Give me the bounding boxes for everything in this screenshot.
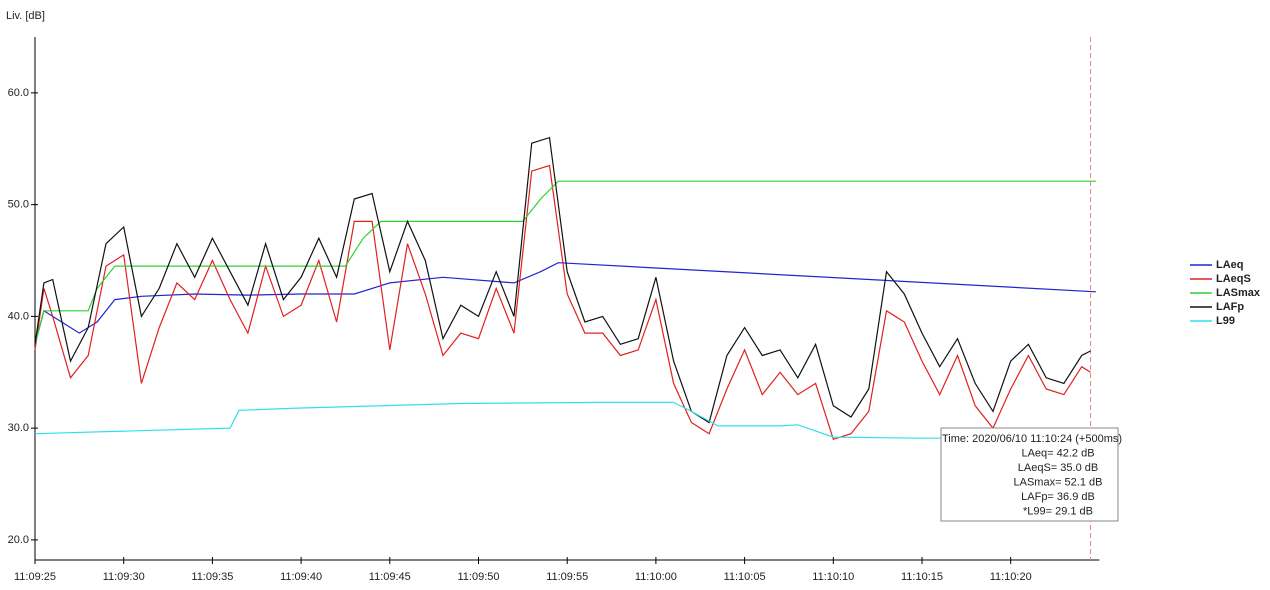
y-axis-label: Liv. [dB] <box>6 10 45 22</box>
tooltip: Time: 2020/06/10 11:10:24 (+500ms) LAeq= … <box>940 427 1122 522</box>
x-tick-label: 11:10:20 <box>990 571 1032 583</box>
tooltip-line: LAeqS= 35.0 dB <box>1018 462 1098 474</box>
tooltip-line: Time: 2020/06/10 11:10:24 (+500ms) <box>942 433 1122 445</box>
y-tick-label: 40.0 <box>8 310 29 322</box>
x-tick-label: 11:10:00 <box>635 571 677 583</box>
legend: LAeq LAeqS LASmax LAFp L99 <box>1190 259 1261 327</box>
legend-label: LAeqS <box>1216 273 1251 285</box>
y-tick-label: 20.0 <box>8 534 29 546</box>
tooltip-line: *L99= 29.1 dB <box>1023 505 1093 517</box>
x-tick-label: 11:09:45 <box>369 571 411 583</box>
series-line <box>34 401 1096 439</box>
y-tick-label: 50.0 <box>8 199 29 211</box>
legend-label: LAFp <box>1216 301 1244 313</box>
x-tick-label: 11:10:10 <box>812 571 854 583</box>
x-tick-label: 11:10:05 <box>724 571 766 583</box>
x-tick-label: 11:09:30 <box>103 571 145 583</box>
legend-label: LASmax <box>1216 287 1261 299</box>
x-tick-label: 11:09:25 <box>14 571 56 583</box>
x-tick-label: 11:10:15 <box>901 571 943 583</box>
legend-label: LAeq <box>1216 259 1244 271</box>
tooltip-line: LAeq= 42.2 dB <box>1021 447 1094 459</box>
series-line <box>34 136 1091 424</box>
y-tick-label: 60.0 <box>8 87 29 99</box>
tooltip-box <box>940 427 1119 522</box>
series-line <box>34 262 1096 345</box>
y-tick-label: 30.0 <box>8 422 29 434</box>
x-tick-label: 11:09:55 <box>546 571 588 583</box>
series-line <box>34 180 1096 345</box>
x-tick-label: 11:09:40 <box>280 571 322 583</box>
tooltip-line: LAFp= 36.9 dB <box>1021 491 1095 503</box>
legend-label: L99 <box>1216 315 1235 327</box>
tooltip-line: LASmax= 52.1 dB <box>1014 476 1103 488</box>
x-tick-label: 11:09:50 <box>457 571 499 583</box>
x-tick-label: 11:09:35 <box>191 571 233 583</box>
series-line <box>34 164 1091 441</box>
